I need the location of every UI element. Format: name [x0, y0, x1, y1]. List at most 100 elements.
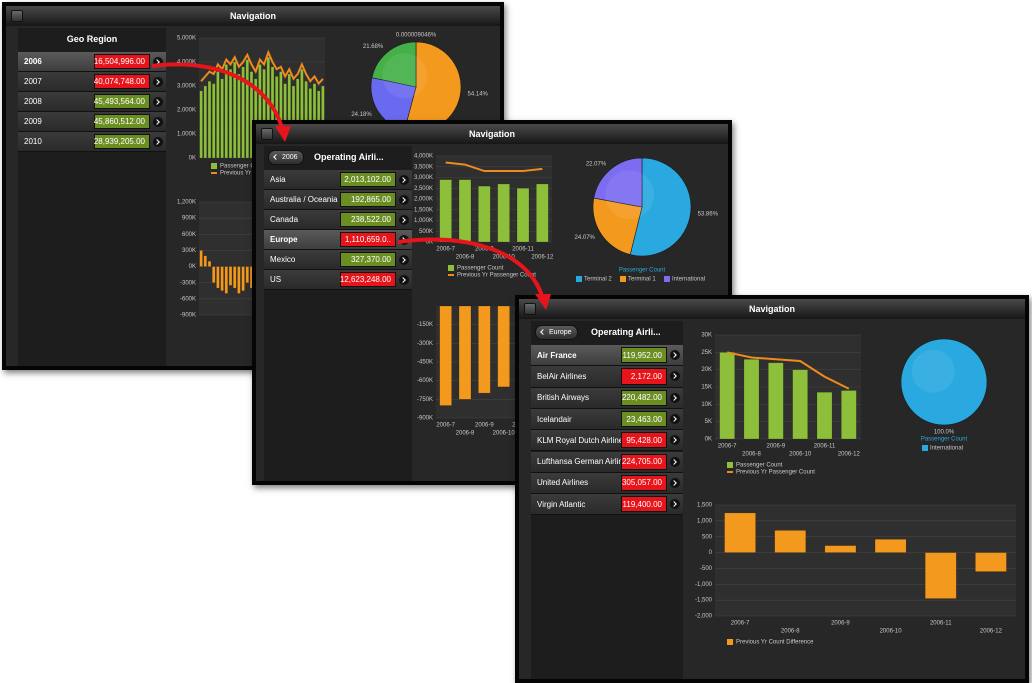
row-value: 95,428.00 — [621, 432, 667, 449]
list-row[interactable]: US 12,623,248.00 — [264, 270, 412, 290]
row-label: Europe — [270, 235, 298, 244]
y-tick-label: 1,000K — [177, 132, 196, 138]
pie-shine — [911, 349, 955, 393]
legend-swatch — [576, 276, 582, 282]
list-row[interactable]: Mexico 327,370.00 — [264, 250, 412, 270]
row-value: 2,172.00 — [621, 368, 667, 385]
y-tick-label: 300K — [182, 248, 196, 254]
row-label: BelAir Airlines — [537, 371, 587, 381]
bar — [774, 530, 807, 553]
row-chevron[interactable] — [153, 136, 163, 147]
y-tick-label: -750K — [417, 397, 433, 403]
bar — [220, 266, 224, 292]
list-row[interactable]: BelAir Airlines 2,172.00 — [531, 366, 683, 388]
row-chevron[interactable] — [153, 56, 163, 67]
bar — [516, 188, 530, 243]
bar — [816, 391, 833, 440]
row-label: 2010 — [24, 137, 42, 146]
menu-button[interactable] — [524, 303, 536, 315]
list-header: Geo Region — [18, 28, 166, 50]
bar — [478, 185, 491, 243]
row-chevron[interactable] — [670, 477, 680, 488]
list-row[interactable]: Canada 238,522.00 — [264, 210, 412, 230]
row-value: 305,057.00 — [621, 474, 667, 492]
row-chevron[interactable] — [153, 116, 163, 127]
x-tick-label: 2006-7 — [718, 444, 737, 450]
bar — [237, 266, 241, 294]
row-chevron[interactable] — [153, 76, 163, 87]
row-chevron[interactable] — [153, 96, 163, 107]
row-value: 238,522.00 — [340, 212, 396, 227]
row-value: 40,074,748.00 — [94, 74, 150, 89]
list-panel: Geo Region 2006 16,504,996.00 2007 40,074,74… — [18, 28, 166, 366]
back-button[interactable]: 2006 — [268, 150, 304, 165]
chart: 1,500 1,000 500 0 -500 -1,000 -1,500 -2,000 2006… — [695, 503, 1016, 646]
bar — [220, 78, 224, 159]
row-chevron[interactable] — [670, 414, 680, 425]
list-row[interactable]: Europe 1,110,659.0.. — [264, 230, 412, 250]
row-label: Lufthansa German Airlin — [537, 457, 623, 467]
row-label: Icelandair — [537, 414, 572, 424]
y-tick-label: -300K — [180, 280, 196, 286]
x-tick-label: 2006-11 — [512, 247, 534, 253]
y-tick-label: 10K — [701, 402, 712, 408]
row-chevron[interactable] — [670, 371, 680, 382]
menu-button[interactable] — [261, 128, 273, 140]
bar — [232, 266, 237, 289]
pie-label: 100.0% — [934, 430, 955, 436]
row-chevron[interactable] — [670, 350, 680, 361]
row-chevron[interactable] — [670, 456, 680, 467]
legend-swatch — [448, 265, 454, 271]
pie-label: 24.18% — [351, 112, 372, 118]
menu-button[interactable] — [11, 10, 23, 22]
row-chevron[interactable] — [670, 499, 680, 510]
row-chevron[interactable] — [399, 214, 409, 225]
list-row[interactable]: Icelandair 23,463.00 — [531, 408, 683, 431]
y-tick-label: 1,000 — [697, 518, 713, 524]
list-row[interactable]: Asia 2,013,102.00 — [264, 170, 412, 190]
legend-label: Previous Yr Passenger Count — [736, 470, 815, 476]
list-row[interactable]: Air France 119,952.00 — [531, 345, 683, 367]
y-tick-label: -1,500 — [695, 598, 713, 604]
y-tick-label: -600K — [417, 378, 433, 384]
pie-slice — [371, 41, 417, 88]
bar — [203, 85, 208, 159]
x-tick-label: 2006-7 — [731, 621, 750, 627]
list-panel: 2006 Operating Airli... Asia 2,013,102.00 Au… — [264, 146, 412, 481]
list-row[interactable]: British Airways 220,482.00 — [531, 387, 683, 409]
y-tick-label: -900K — [180, 313, 196, 319]
list-row[interactable]: Australia / Oceania 192,865.00 — [264, 190, 412, 210]
row-label: 2008 — [24, 97, 42, 106]
list-row[interactable]: United Airlines 305,057.00 — [531, 472, 683, 495]
list-row[interactable]: 2007 40,074,748.00 — [18, 72, 166, 92]
y-tick-label: 3,000K — [177, 84, 196, 90]
list-row[interactable]: 2009 45,860,512.00 — [18, 112, 166, 132]
back-button[interactable]: Europe — [535, 325, 578, 340]
row-chevron[interactable] — [399, 194, 409, 205]
list-row[interactable]: Lufthansa German Airlin 224,705.00 — [531, 451, 683, 473]
y-tick-label: 600K — [182, 232, 196, 238]
row-value: 327,370.00 — [340, 252, 396, 267]
bar — [237, 73, 241, 159]
window: Navigation Europe Operating Airli... Air Fr… — [515, 295, 1029, 683]
window: Navigation 2006 Operating Airli... Asia 2,01… — [252, 120, 732, 485]
list-title: Operating Airli... — [591, 327, 661, 337]
row-value: 2,013,102.00 — [340, 172, 396, 187]
bar — [841, 390, 857, 440]
bar — [207, 260, 212, 267]
bar — [224, 266, 229, 294]
x-tick-label: 2006-11 — [814, 444, 836, 450]
list-row[interactable]: 2010 28,939,205.00 — [18, 132, 166, 152]
list-title: Operating Airli... — [314, 152, 384, 162]
list-row[interactable]: 2008 45,493,564.00 — [18, 92, 166, 112]
list-row[interactable]: 2006 16,504,996.00 — [18, 52, 166, 72]
y-tick-label: 30K — [701, 333, 712, 339]
list-row[interactable]: Virgin Atlantic 119,400.00 — [531, 494, 683, 516]
bar — [245, 59, 250, 159]
list-row[interactable]: KLM Royal Dutch Airlines 95,428.00 — [531, 430, 683, 452]
row-chevron[interactable] — [670, 392, 680, 403]
row-chevron[interactable] — [670, 435, 680, 446]
row-chevron[interactable] — [399, 174, 409, 185]
y-tick-label: -600K — [180, 296, 196, 302]
x-tick-label: 2006-8 — [742, 452, 761, 458]
